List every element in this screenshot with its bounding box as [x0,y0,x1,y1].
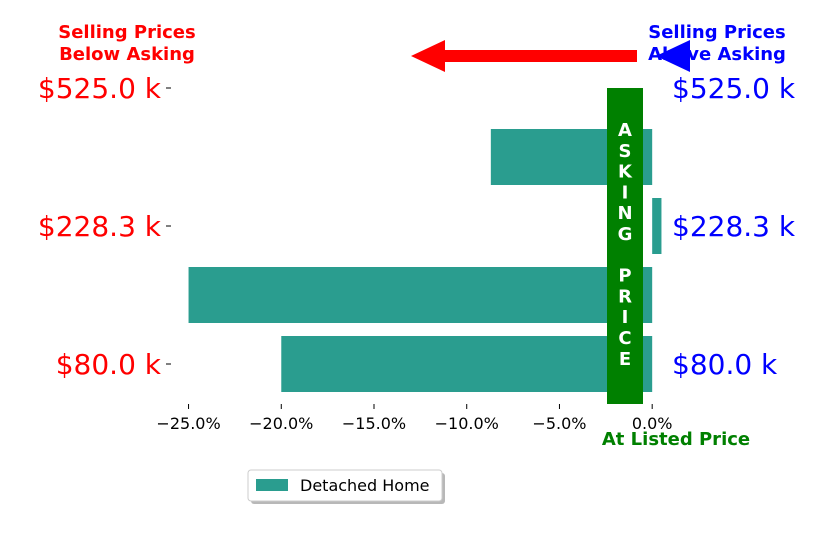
right-header-line2: Above Asking [648,44,786,65]
asking-price-letter: R [618,286,632,307]
right-tick-label: $228.3 k [672,210,796,243]
right-tick-label: $525.0 k [672,72,796,105]
asking-price-rect [607,88,643,404]
asking-price-letter: A [618,120,632,141]
x-tick-label: 0.0% [632,414,673,433]
at-listed-price-label: At Listed Price [602,429,750,450]
legend: Detached Home [247,469,445,504]
bar-0 [281,336,653,392]
left-tick-label: $228.3 k [38,210,162,243]
x-tick-label: −10.0% [435,414,499,433]
left-arrow-icon [411,40,637,72]
left-header-line1: Selling Prices [58,22,195,43]
asking-price-letter: I [622,307,629,328]
x-tick-label: −20.0% [249,414,313,433]
asking-price-letter: G [618,224,633,245]
x-tick-label: −25.0% [156,414,220,433]
asking-price-letter: N [617,203,632,224]
x-axis: −25.0% −20.0% −15.0% −10.0% −5.0% 0.0% [156,404,673,433]
asking-price-letter: I [622,182,629,203]
legend-label: Detached Home [300,476,430,495]
asking-price-letter: S [619,141,632,162]
right-tick-label: $80.0 k [672,348,778,381]
asking-price-letter: C [618,328,631,349]
x-tick-label: −15.0% [342,414,406,433]
direction-arrows [411,40,690,72]
right-arrow-icon [656,40,690,72]
bar-2 [652,198,662,254]
asking-price-letter: K [618,162,633,183]
legend-swatch [256,479,288,491]
x-tick-label: −5.0% [532,414,586,433]
left-tick-label: $525.0 k [38,72,162,105]
bars [188,129,662,392]
left-tick-label: $80.0 k [56,348,162,381]
asking-price-letter: E [619,349,631,370]
right-y-axis: $80.0 k $228.3 k $525.0 k [672,72,796,381]
left-header-line2: Below Asking [59,44,195,65]
legend-box [247,469,443,502]
bar-1 [188,267,653,323]
left-y-axis: $80.0 k $228.3 k $525.0 k [38,72,171,381]
asking-price-letter: P [618,266,631,287]
right-header-line1: Selling Prices [648,22,785,43]
